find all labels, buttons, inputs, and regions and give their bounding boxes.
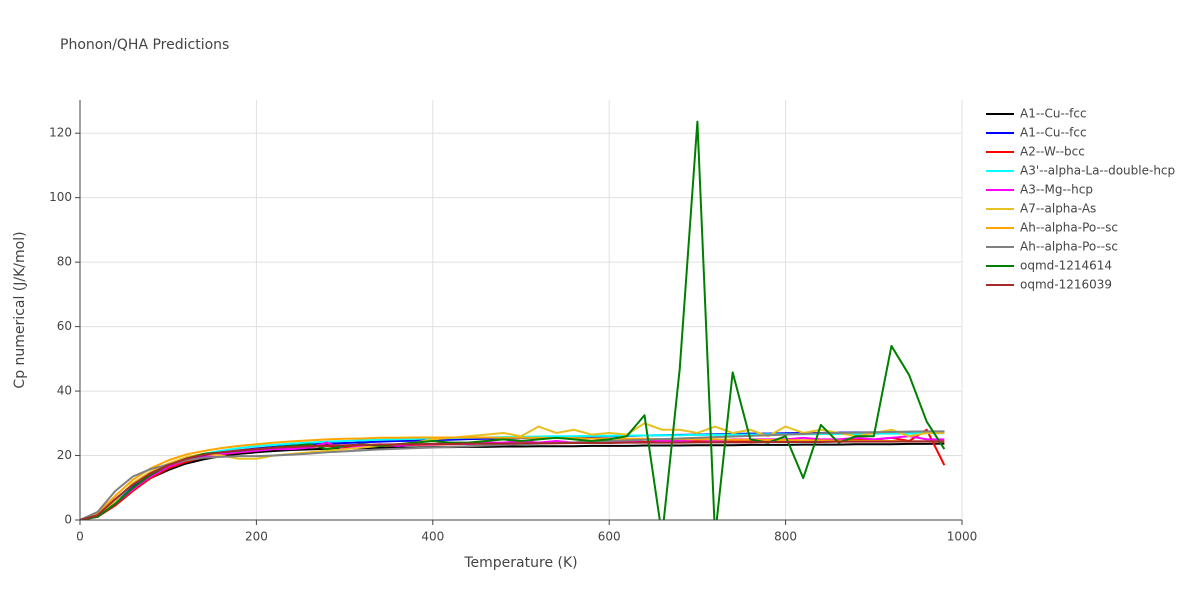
x-tick-label: 1000 <box>947 530 978 544</box>
grid <box>80 100 963 520</box>
y-tick-label: 60 <box>57 319 72 333</box>
y-tick-label: 80 <box>57 255 72 269</box>
series-line <box>80 435 945 520</box>
legend-label[interactable]: A7--alpha-As <box>1020 202 1096 216</box>
y-tick-label: 100 <box>49 190 72 204</box>
chart-title: Phonon/QHA Predictions <box>60 37 229 53</box>
legend: A1--Cu--fcc A1--Cu--fcc A2--W--bcc A3'--alp… <box>986 107 1175 292</box>
y-tick-label: 20 <box>57 448 72 462</box>
x-tick-label: 0 <box>76 530 84 544</box>
series-line <box>80 430 945 520</box>
legend-label[interactable]: A1--Cu--fcc <box>1020 126 1087 140</box>
y-tick-label: 0 <box>64 513 72 527</box>
x-tick-label: 600 <box>598 530 621 544</box>
legend-label[interactable]: oqmd-1214614 <box>1020 259 1112 273</box>
x-tick-label: 400 <box>421 530 444 544</box>
x-tick-label: 200 <box>245 530 268 544</box>
legend-label[interactable]: A1--Cu--fcc <box>1020 107 1087 121</box>
y-axis-title: Cp numerical (J/K/mol) <box>12 231 28 388</box>
legend-label[interactable]: A3--Mg--hcp <box>1020 183 1093 197</box>
series-line <box>80 440 945 520</box>
legend-label[interactable]: A3'--alpha-La--double-hcp <box>1020 164 1175 178</box>
series-line <box>80 436 945 520</box>
y-tick-label: 40 <box>57 384 72 398</box>
x-axis-title: Temperature (K) <box>463 555 577 571</box>
y-tick-label: 120 <box>49 126 72 140</box>
legend-label[interactable]: Ah--alpha-Po--sc <box>1020 221 1118 235</box>
plot-area <box>80 120 946 520</box>
legend-label[interactable]: oqmd-1216039 <box>1020 278 1112 292</box>
ticks: 0 20 40 60 80 100 120 0 200 400 600 800 1000 <box>49 126 977 544</box>
legend-label[interactable]: Ah--alpha-Po--sc <box>1020 240 1118 254</box>
x-tick-label: 800 <box>774 530 797 544</box>
legend-label[interactable]: A2--W--bcc <box>1020 145 1085 159</box>
